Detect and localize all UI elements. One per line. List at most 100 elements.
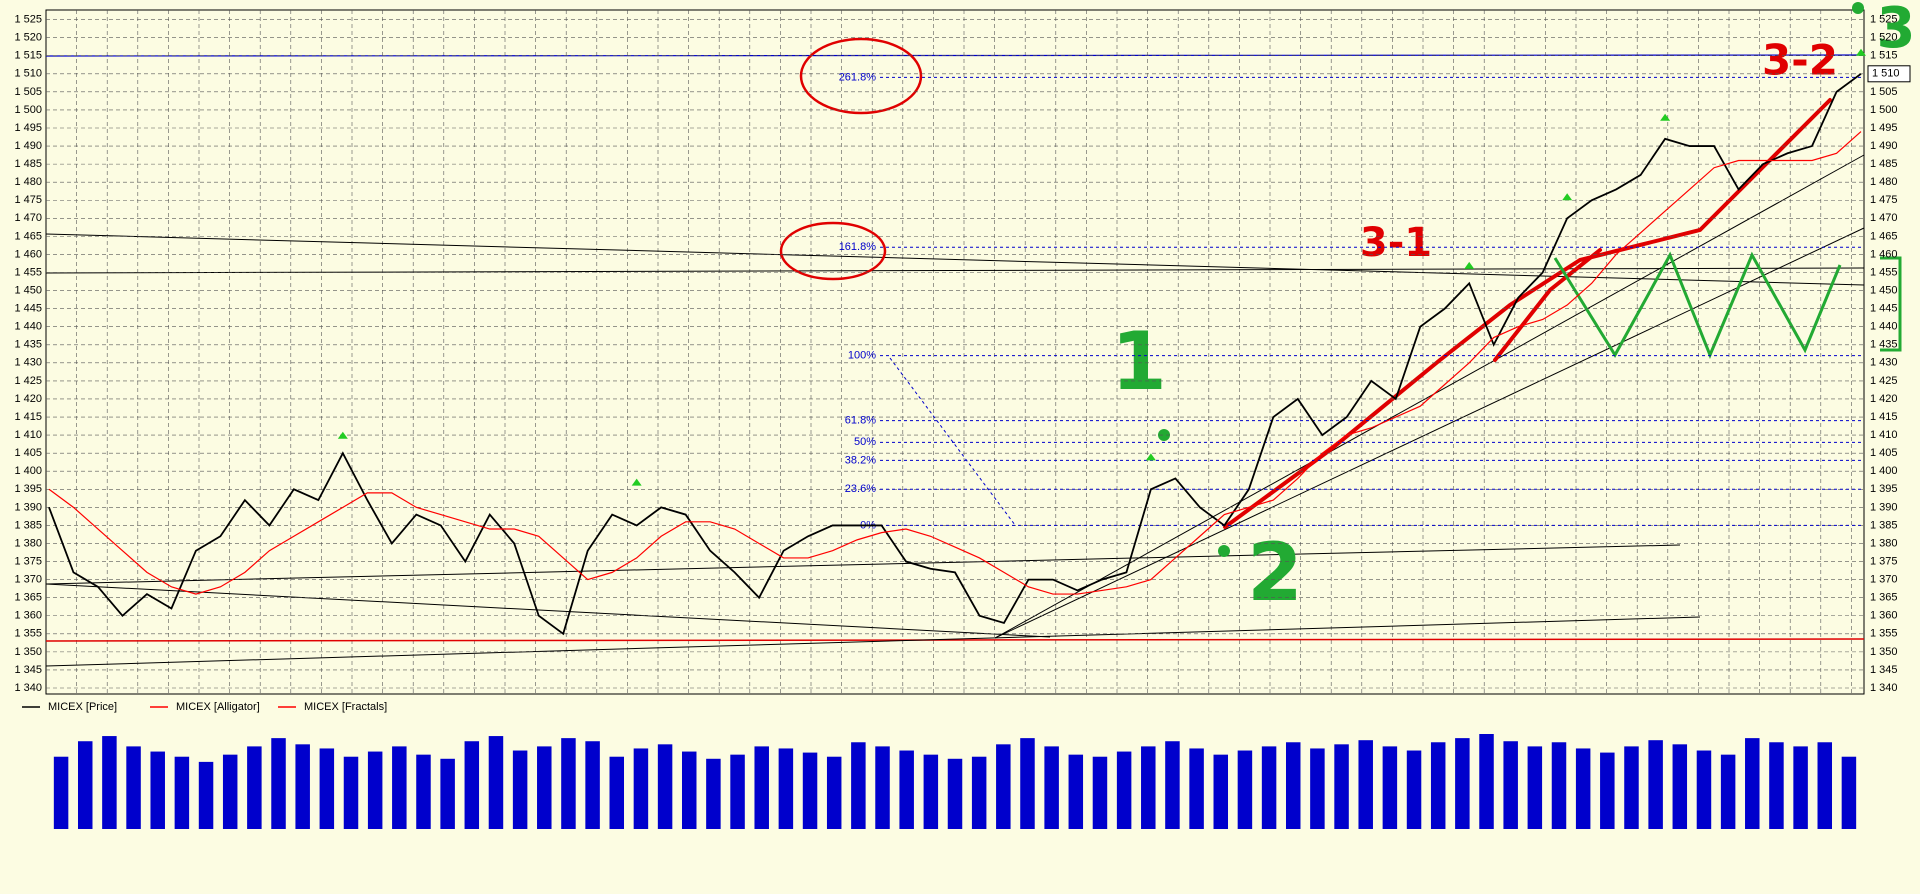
fib-label: 23.6% [845, 483, 876, 495]
volume-bar [947, 758, 963, 829]
y-tick-label-right: 1 485 [1870, 158, 1898, 170]
y-tick-label-right: 1 520 [1870, 32, 1898, 44]
last-price-label: 1 510 [1872, 68, 1900, 80]
volume-bar [1358, 740, 1373, 829]
trend-line [45, 544, 1681, 585]
volume-bar [1600, 752, 1615, 829]
fractal-marker [631, 478, 642, 486]
trend-line [45, 233, 1865, 286]
y-tick-label: 1 395 [14, 483, 42, 495]
volume-bar [367, 751, 383, 829]
volume-bar [1261, 746, 1277, 829]
y-tick-label: 1 385 [14, 519, 42, 531]
fib-label: 161.8% [839, 241, 877, 253]
volume-bar [1141, 746, 1156, 829]
y-tick-label: 1 375 [14, 555, 42, 567]
hand-trend-line [1493, 248, 1602, 362]
y-tick-label-right: 1 475 [1870, 194, 1898, 206]
volume-bar [271, 738, 286, 829]
volume-bar [899, 750, 914, 829]
volume-bar [1406, 750, 1422, 829]
volume-bar [1720, 754, 1736, 829]
volume-bar [1503, 741, 1518, 829]
y-tick-label: 1 525 [14, 14, 42, 26]
fractal-marker [1145, 453, 1156, 461]
hand-dot [1852, 2, 1864, 14]
volume-bar [778, 748, 794, 829]
volume-bar [416, 754, 431, 829]
y-tick-label: 1 355 [14, 628, 42, 640]
plot-frame [45, 9, 1865, 695]
volume-bar [53, 756, 69, 829]
volume-bar [126, 746, 141, 829]
y-tick-label-right: 1 455 [1870, 266, 1898, 278]
volume-bar [392, 746, 407, 829]
trend-line [994, 154, 1865, 639]
fractal-marker [337, 431, 348, 439]
y-tick-label-right: 1 380 [1870, 537, 1898, 549]
volume-bar [1020, 738, 1035, 829]
volume-bar [1189, 748, 1204, 829]
y-tick-label-right: 1 505 [1870, 86, 1898, 98]
y-tick-label-right: 1 495 [1870, 122, 1898, 134]
volume-bar [174, 756, 190, 829]
volume-bar [657, 744, 673, 829]
volume-bar [1092, 756, 1108, 829]
y-tick-label-right: 1 375 [1870, 555, 1898, 567]
volume-bar [512, 750, 528, 829]
volume-bar [754, 746, 769, 829]
volume-bar [609, 756, 625, 829]
y-tick-label: 1 455 [14, 266, 42, 278]
annotation: 2 [1247, 526, 1303, 619]
y-tick-label-right: 1 425 [1870, 375, 1898, 387]
y-tick-label: 1 505 [14, 86, 42, 98]
volume-bar [319, 748, 335, 829]
y-tick-label: 1 415 [14, 411, 42, 423]
volume-bar [706, 758, 721, 829]
y-tick-label-right: 1 400 [1870, 465, 1898, 477]
y-tick-label: 1 440 [14, 321, 42, 333]
volume-bar [1479, 734, 1494, 829]
volume-bar [77, 741, 93, 829]
y-tick-label: 1 495 [14, 122, 42, 134]
y-tick-label-right: 1 385 [1870, 519, 1898, 531]
y-tick-label: 1 390 [14, 501, 42, 513]
y-tick-label: 1 370 [14, 574, 42, 586]
volume-bar [1841, 756, 1857, 829]
hand-trend-line [1223, 98, 1832, 529]
volume-bar [1793, 746, 1808, 829]
y-tick-label: 1 350 [14, 646, 42, 658]
y-tick-label: 1 500 [14, 104, 42, 116]
legend-label: MICEX [Alligator] [176, 701, 260, 713]
y-tick-label-right: 1 405 [1870, 447, 1898, 459]
annotation: 3 [1877, 0, 1916, 61]
volume-bar [875, 746, 890, 829]
y-tick-label: 1 520 [14, 32, 42, 44]
volume-bar [851, 742, 866, 829]
fractal-marker [1660, 113, 1671, 121]
volume-bar [561, 738, 576, 829]
fib-label: 261.8% [839, 71, 877, 83]
volume-bar [1624, 746, 1639, 829]
volume-bar [1551, 742, 1567, 829]
volume-bar [1769, 742, 1784, 829]
volume-bar [488, 736, 504, 829]
fractal-marker [1562, 193, 1573, 201]
y-tick-label-right: 1 350 [1870, 646, 1898, 658]
volume-bar [971, 756, 987, 829]
y-tick-label-right: 1 515 [1870, 50, 1898, 62]
y-tick-label: 1 470 [14, 212, 42, 224]
y-tick-label-right: 1 340 [1870, 682, 1898, 694]
y-tick-label: 1 340 [14, 682, 42, 694]
annotation: 3-2 [1762, 36, 1838, 85]
y-tick-label: 1 450 [14, 284, 42, 296]
volume-bar [222, 754, 238, 829]
y-tick-label-right: 1 460 [1870, 248, 1898, 260]
volume-bar [1696, 750, 1712, 829]
y-tick-label: 1 420 [14, 393, 42, 405]
volume-bar [1648, 740, 1663, 829]
support-line [45, 638, 1865, 642]
volume-bar [198, 761, 214, 829]
price-line [48, 73, 1862, 636]
